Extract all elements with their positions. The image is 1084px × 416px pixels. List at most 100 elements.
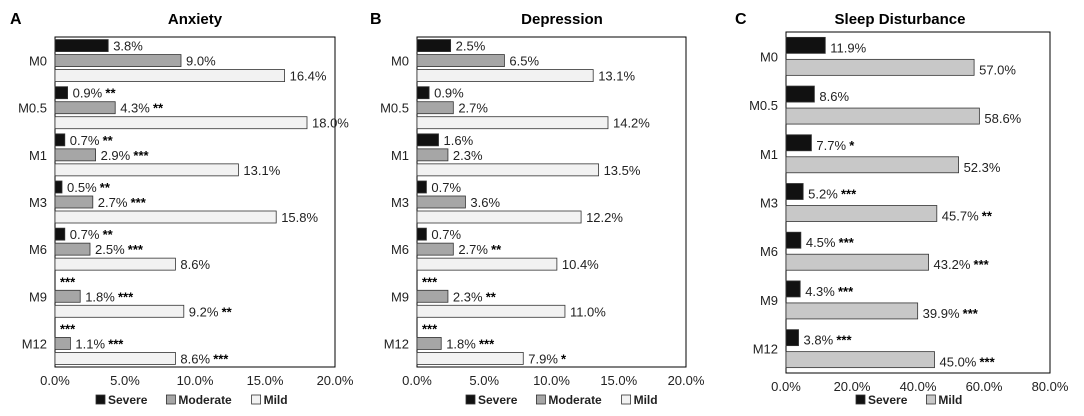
- data-label: 15.8%: [281, 210, 318, 225]
- data-label: 2.5%: [456, 39, 486, 54]
- data-label: 57.0%: [979, 62, 1016, 77]
- data-label: 1.8%: [446, 336, 476, 351]
- chart-title: Anxiety: [168, 11, 223, 28]
- data-label: 0.7%: [431, 180, 461, 195]
- data-label: 58.6%: [984, 111, 1021, 126]
- bar-moderate: [416, 54, 505, 67]
- bar-mild: [416, 257, 558, 271]
- bar-moderate: [54, 101, 116, 115]
- data-label: 1.6%: [444, 133, 474, 148]
- category-label: M6: [760, 244, 778, 259]
- legend-entry: Severe: [868, 393, 908, 407]
- legend-entry: Mild: [634, 393, 658, 407]
- bar-mild: [416, 69, 594, 82]
- bar-severe: [785, 134, 812, 152]
- legend-swatch-severe: [855, 394, 866, 405]
- significance-marker: ***: [422, 321, 438, 336]
- category-label: M3: [29, 195, 47, 210]
- bar-moderate: [54, 54, 182, 67]
- bar-severe: [54, 227, 66, 241]
- data-label: 10.4%: [562, 257, 599, 272]
- panel-label: B: [370, 11, 382, 28]
- significance-marker: ***: [60, 321, 76, 336]
- data-label: 43.2%: [934, 257, 971, 272]
- legend-swatch-sleep_mild: [926, 394, 936, 405]
- significance-marker: ***: [118, 289, 134, 304]
- bar-severe: [416, 180, 427, 194]
- category-label: M9: [29, 289, 47, 304]
- bar-moderate: [416, 289, 449, 303]
- bar-severe: [785, 36, 826, 54]
- x-tick-label: 60.0%: [966, 379, 1003, 394]
- significance-marker: ***: [974, 257, 990, 272]
- chart-title: Sleep Disturbance: [835, 11, 966, 28]
- category-label: M6: [391, 242, 409, 257]
- data-label: 2.7%: [458, 101, 488, 116]
- x-tick-label: 10.0%: [533, 373, 570, 388]
- bar-severe: [785, 85, 815, 103]
- bar-mild: [54, 210, 277, 224]
- x-tick-label: 15.0%: [600, 373, 637, 388]
- data-label: 11.0%: [570, 304, 606, 319]
- bar-sleep_mild: [785, 253, 929, 271]
- x-tick-label: 20.0%: [317, 373, 354, 388]
- bar-severe: [785, 329, 799, 347]
- data-label: 2.3%: [453, 148, 483, 163]
- bar-moderate: [54, 195, 94, 209]
- bar-severe: [54, 86, 68, 100]
- data-label: 0.9%: [434, 86, 464, 101]
- data-label: 4.3%: [805, 284, 835, 299]
- bar-mild: [54, 163, 239, 177]
- significance-marker: ***: [128, 242, 144, 257]
- bar-mild: [416, 210, 582, 224]
- bar-severe: [785, 231, 802, 249]
- data-label: 13.1%: [598, 69, 635, 84]
- legend-swatch-mild: [251, 394, 262, 405]
- category-label: M1: [29, 148, 47, 163]
- bar-moderate: [416, 337, 442, 350]
- data-label: 9.0%: [186, 54, 216, 69]
- significance-marker: ***: [133, 148, 149, 163]
- data-label: 4.3%: [120, 101, 150, 116]
- significance-marker: ***: [841, 187, 857, 202]
- x-tick-label: 10.0%: [177, 373, 214, 388]
- bar-moderate: [416, 101, 454, 115]
- category-label: M0: [760, 49, 778, 64]
- bar-mild: [54, 257, 176, 271]
- category-label: M0.5: [18, 101, 47, 116]
- bar-severe: [785, 280, 801, 298]
- bar-severe: [416, 39, 452, 52]
- category-label: M12: [384, 336, 409, 351]
- chart-title: Depression: [521, 11, 603, 28]
- significance-marker: *: [561, 351, 567, 366]
- bar-mild: [416, 304, 566, 318]
- data-label: 14.2%: [613, 116, 650, 131]
- significance-marker: ***: [838, 284, 854, 299]
- x-tick-label: 5.0%: [469, 373, 499, 388]
- bar-moderate: [54, 148, 96, 162]
- panel-b: B DepressionM02.5%6.5%13.1%M0.50.9%2.7%14…: [370, 11, 705, 407]
- data-label: 39.9%: [923, 306, 960, 321]
- significance-marker: **: [153, 101, 164, 116]
- bar-sleep_mild: [785, 205, 938, 222]
- legend-entry: Mild: [938, 393, 962, 407]
- panel-c: C Sleep Disturbance M0 11.9% 57.0% M0.5 8.6% 58…: [735, 11, 1069, 407]
- significance-marker: **: [100, 180, 111, 195]
- category-label: M1: [391, 148, 409, 163]
- bar-moderate: [54, 337, 71, 350]
- legend-swatch-moderate: [165, 394, 176, 405]
- x-tick-label: 0.0%: [402, 373, 432, 388]
- data-label: 0.7%: [70, 133, 100, 148]
- significance-marker: ***: [963, 306, 979, 321]
- data-label: 1.8%: [85, 289, 115, 304]
- bar-sleep_mild: [785, 302, 919, 320]
- legend-swatch-severe: [465, 394, 476, 405]
- bar-moderate: [416, 242, 454, 256]
- data-label: 8.6%: [180, 351, 210, 366]
- significance-marker: **: [486, 289, 497, 304]
- category-label: M1: [760, 147, 778, 162]
- data-label: 16.4%: [290, 69, 327, 84]
- significance-marker: **: [103, 133, 114, 148]
- data-label: 12.2%: [586, 210, 623, 225]
